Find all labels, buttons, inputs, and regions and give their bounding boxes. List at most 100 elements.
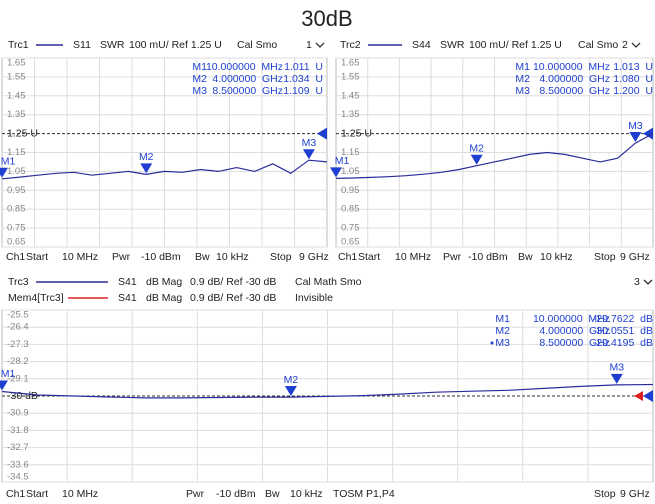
trace <box>1 159 328 180</box>
marker-table-value: -29.4195 dB <box>593 337 653 349</box>
y-tick-label: 1.25 U <box>341 127 372 139</box>
marker-triangle <box>610 373 623 384</box>
header-item: dB Mag <box>146 292 182 304</box>
y-tick-label: -31.8 <box>7 425 29 436</box>
footer-item: -10 dBm <box>468 251 508 263</box>
y-tick-label: -28.2 <box>7 356 29 367</box>
channel-chevron <box>315 42 325 48</box>
footer-item: Stop <box>594 488 616 500</box>
marker-triangle <box>140 163 153 174</box>
footer-item: 9 GHz <box>620 251 650 263</box>
marker-triangle <box>629 132 642 143</box>
marker-table-value: -30.0551 dB <box>593 325 653 337</box>
marker-table-name: M2 <box>515 73 530 85</box>
marker-table-value: 1.013 U <box>613 61 653 73</box>
y-tick-label: 1.55 <box>7 71 26 82</box>
footer-item: Pwr <box>186 488 205 500</box>
y-tick-label: 0.75 <box>7 223 26 234</box>
footer-item: Pwr <box>112 251 131 263</box>
reference-marker <box>643 127 653 140</box>
header-item: 3 <box>634 276 640 288</box>
y-tick-label: 1.55 <box>341 71 360 82</box>
marker-label: M2 <box>139 151 154 163</box>
marker-label: M3 <box>609 362 624 374</box>
y-tick-label: -30.9 <box>7 408 29 419</box>
channel-chevron <box>631 42 641 48</box>
y-tick-label: 1.05 <box>341 166 360 177</box>
marker-table-value: 1.080 U <box>613 73 653 85</box>
marker-table-value: -29.7622 dB <box>593 313 653 325</box>
marker-table-freq: 10.000000 MHz <box>206 61 283 73</box>
marker-table-freq: 8.500000 GHz <box>539 85 610 97</box>
marker-table-freq: 10.000000 MHz <box>533 313 610 325</box>
y-tick-label: 1.05 <box>7 166 26 177</box>
header-item: S11 <box>73 39 91 51</box>
marker-label: M3 <box>302 137 317 149</box>
y-tick-label: 0.95 <box>341 185 360 196</box>
marker-table-freq: 10.000000 MHz <box>533 61 610 73</box>
footer-item: Start <box>26 488 48 500</box>
y-tick-label: -29.1 <box>7 373 29 384</box>
marker-table-name: M1 <box>192 61 207 73</box>
footer-item: Start <box>358 251 380 263</box>
y-tick-label: -27.3 <box>7 339 29 350</box>
marker-triangle <box>330 167 342 178</box>
footer-item: -10 dBm <box>141 251 181 263</box>
y-tick-label: 0.85 <box>341 204 360 215</box>
marker-table-value: 1.200 U <box>613 85 653 97</box>
header-item: Cal Smo <box>237 39 277 51</box>
y-tick-label: 1.35 <box>7 109 26 120</box>
header-item: 1 <box>306 39 312 51</box>
y-tick-label: 1.15 <box>7 147 26 158</box>
header-item: SWR <box>440 39 465 51</box>
footer-item: Bw <box>518 251 533 263</box>
y-tick-label: 1.15 <box>341 147 360 158</box>
y-tick-label: 1.65 <box>7 58 26 69</box>
footer-item: TOSM P1,P4 <box>333 488 395 500</box>
footer-item: Bw <box>265 488 280 500</box>
marker-table-value: 1.011 U <box>284 61 323 73</box>
y-tick-label: -26.4 <box>7 322 29 333</box>
y-tick-label: 1.65 <box>341 58 360 69</box>
header-item: 100 mU/ Ref 1.25 U <box>469 39 562 51</box>
y-tick-label: 1.25 U <box>7 127 38 139</box>
header-item: Cal Smo <box>578 39 618 51</box>
footer-item: Stop <box>594 251 616 263</box>
marker-table-name: M3 <box>192 85 207 97</box>
footer-item: 10 MHz <box>62 251 98 263</box>
memory-reference-marker <box>634 391 643 401</box>
marker-table-freq: 4.000000 GHz <box>539 325 610 337</box>
active-marker-dot <box>490 341 494 345</box>
footer-item: 10 MHz <box>62 488 98 500</box>
marker-triangle <box>0 380 8 391</box>
marker-label: M2 <box>469 143 484 155</box>
y-tick-label: -30 dB <box>7 390 38 402</box>
header-item: Trc3 <box>8 276 29 288</box>
y-tick-label: 0.75 <box>341 223 360 234</box>
marker-table-freq: 8.500000 GHz <box>539 337 610 349</box>
marker-table-freq: 4.000000 GHz <box>212 73 283 85</box>
header-item: 0.9 dB/ Ref -30 dB <box>190 292 276 304</box>
reference-marker <box>643 390 653 402</box>
marker-table-freq: 8.500000 GHz <box>212 85 283 97</box>
marker-triangle <box>284 386 297 397</box>
marker-table-name: M3 <box>495 337 510 349</box>
y-tick-label: 0.65 <box>341 237 360 248</box>
y-tick-label: -25.5 <box>7 310 29 321</box>
footer-item: 10 kHz <box>540 251 573 263</box>
y-tick-label: 1.45 <box>341 90 360 101</box>
footer-item: Bw <box>195 251 210 263</box>
marker-table-name: M3 <box>515 85 530 97</box>
y-tick-label: 1.45 <box>7 90 26 101</box>
reference-marker <box>317 127 327 140</box>
channel-chevron <box>643 279 653 285</box>
y-tick-label: -32.7 <box>7 442 29 453</box>
footer-item: Ch1 <box>6 251 25 263</box>
marker-table-freq: 4.000000 GHz <box>539 73 610 85</box>
marker-triangle <box>0 167 8 178</box>
header-item: Trc2 <box>340 39 361 51</box>
header-item: 0.9 dB/ Ref -30 dB <box>190 276 276 288</box>
marker-label: M2 <box>284 374 299 386</box>
footer-item: 10 kHz <box>216 251 249 263</box>
